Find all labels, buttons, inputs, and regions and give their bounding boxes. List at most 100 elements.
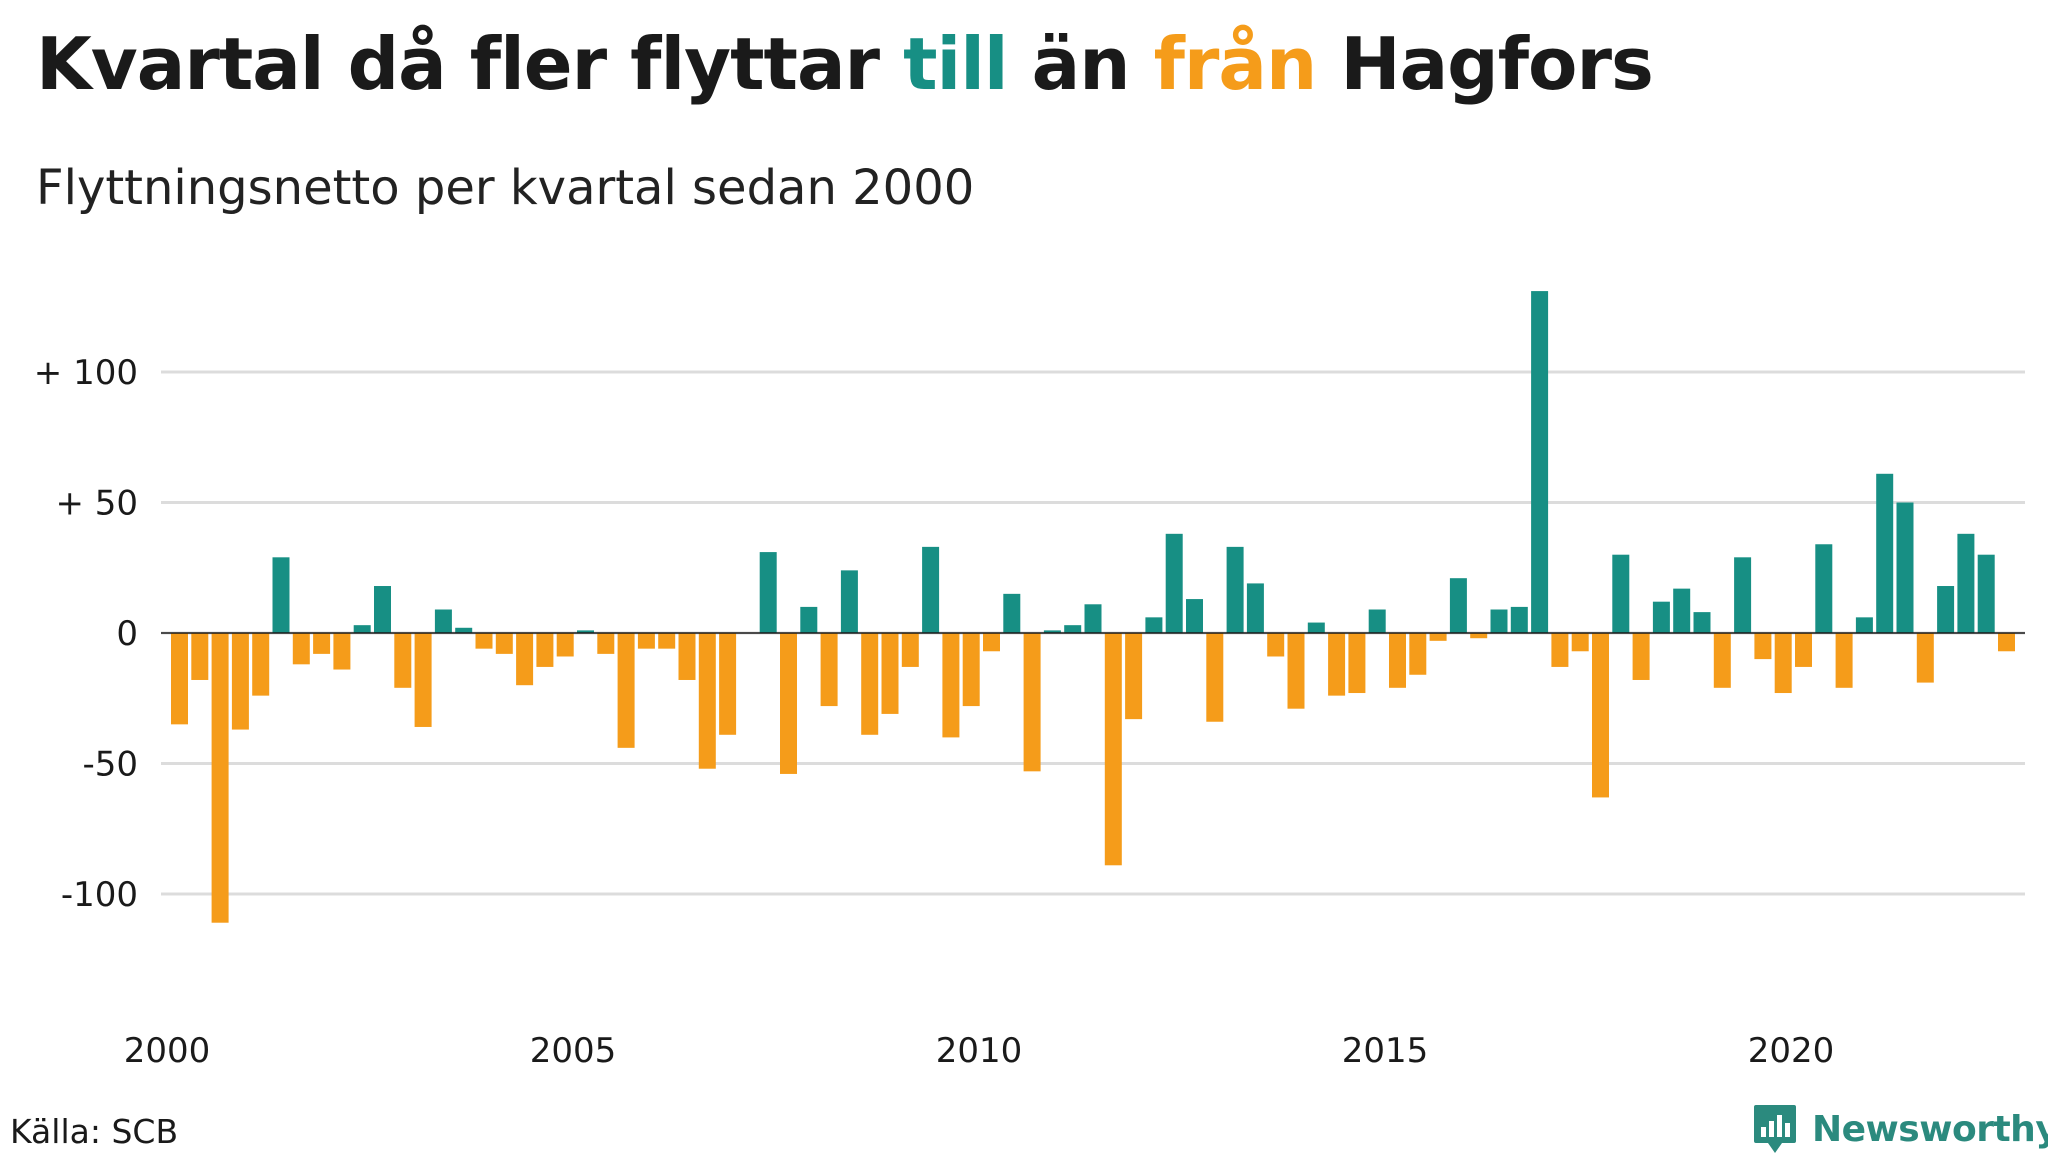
- x-tick-label: 2000: [124, 1031, 211, 1071]
- bar-2007Q4: [800, 606, 818, 633]
- bar-2003Q1: [414, 633, 432, 727]
- x-axis-tick-labels: 2000 2005 2010 2015 2020: [124, 1031, 1835, 1071]
- bar-2016Q2: [1490, 609, 1508, 633]
- bar-2019Q1: [1713, 633, 1731, 688]
- bar-2017Q4: [1612, 554, 1630, 633]
- bar-2017Q2: [1571, 633, 1589, 652]
- bar-2020Q3: [1835, 633, 1853, 688]
- bar-2012Q1: [1145, 617, 1163, 633]
- y-tick-label: + 50: [55, 484, 138, 524]
- bar-2001Q3: [292, 633, 310, 665]
- bar-2014Q3: [1348, 633, 1366, 694]
- bar-2020Q4: [1855, 617, 1873, 633]
- bar-2007Q2: [759, 552, 777, 633]
- bar-2005Q4: [637, 633, 655, 649]
- bar-2016Q1: [1470, 633, 1488, 639]
- bar-2004Q2: [516, 633, 534, 686]
- bar-2006Q1: [658, 633, 676, 649]
- bar-2008Q3: [861, 633, 879, 735]
- bar-2013Q1: [1226, 546, 1244, 633]
- bar-2001Q4: [313, 633, 331, 654]
- bar-2011Q3: [1104, 633, 1122, 866]
- bar-2002Q4: [394, 633, 412, 688]
- bar-2017Q1: [1551, 633, 1569, 667]
- bar-2016Q3: [1510, 606, 1528, 633]
- bar-2004Q4: [556, 633, 574, 657]
- bar-2001Q1: [252, 633, 270, 696]
- bar-2006Q2: [678, 633, 696, 680]
- bar-2006Q4: [719, 633, 737, 735]
- x-tick-label: 2020: [1748, 1031, 1835, 1071]
- y-tick-label: + 100: [34, 353, 138, 393]
- x-tick-label: 2005: [530, 1031, 617, 1071]
- title-word-till: till: [903, 22, 1008, 106]
- title-part-3: Hagfors: [1316, 22, 1654, 106]
- bar-2015Q4: [1449, 578, 1467, 633]
- bar-2019Q2: [1734, 557, 1752, 633]
- bar-2006Q3: [698, 633, 716, 769]
- newsworthy-logo: Newsworthy: [1752, 1098, 2048, 1160]
- newsworthy-chart-icon: [1754, 1105, 1796, 1153]
- bar-2018Q3: [1673, 588, 1691, 633]
- bar-2022Q1: [1957, 533, 1975, 633]
- bar-2019Q4: [1774, 633, 1792, 694]
- chart-title: Kvartal då fler flyttar till än från Hag…: [36, 22, 1654, 106]
- bar-2008Q2: [840, 570, 858, 633]
- bar-2000Q3: [211, 633, 229, 923]
- bar-2013Q4: [1287, 633, 1305, 709]
- bar-2011Q1: [1064, 625, 1082, 633]
- y-axis-tick-labels: + 100 + 50 0 -50 -100: [34, 353, 138, 915]
- bar-2018Q4: [1693, 612, 1711, 633]
- bars: [161, 291, 2025, 923]
- title-part-1: Kvartal då fler flyttar: [36, 22, 904, 106]
- bar-2014Q2: [1328, 633, 1346, 696]
- bar-2011Q4: [1125, 633, 1143, 720]
- bar-2017Q3: [1592, 633, 1609, 798]
- bar-2005Q2: [597, 633, 615, 654]
- bar-2009Q2: [922, 546, 940, 633]
- bar-2015Q1: [1389, 633, 1406, 688]
- bar-2002Q1: [333, 633, 351, 670]
- bar-2021Q3: [1916, 633, 1934, 683]
- bar-2019Q3: [1754, 633, 1772, 660]
- bar-2002Q2: [353, 625, 371, 633]
- bar-2014Q1: [1307, 622, 1325, 633]
- bar-2009Q4: [962, 633, 980, 707]
- bar-2021Q4: [1937, 586, 1955, 633]
- y-tick-label: 0: [116, 614, 138, 654]
- bar-2003Q3: [455, 627, 473, 633]
- bar-2021Q1: [1876, 473, 1894, 633]
- bar-2003Q4: [475, 633, 493, 649]
- chart-subtitle: Flyttningsnetto per kvartal sedan 2000: [36, 160, 975, 216]
- bar-2012Q4: [1206, 633, 1224, 722]
- bar-2000Q4: [231, 633, 249, 730]
- bar-2010Q1: [983, 633, 1000, 652]
- bar-2022Q2: [1977, 554, 1995, 633]
- y-tick-label: -100: [61, 875, 138, 915]
- bar-2005Q3: [617, 633, 635, 748]
- bar-2022Q3: [1998, 633, 2015, 652]
- bar-2015Q2: [1409, 633, 1427, 675]
- x-tick-label: 2010: [936, 1031, 1023, 1071]
- bar-2005Q1: [577, 630, 594, 633]
- bar-2020Q1: [1795, 633, 1812, 667]
- bar-2002Q3: [374, 586, 391, 633]
- bar-2020Q2: [1815, 544, 1833, 633]
- bar-2012Q3: [1186, 599, 1203, 633]
- bar-2011Q2: [1084, 604, 1102, 633]
- bar-chart: + 100 + 50 0 -50 -100 2000 2005 2010 2015 2020: [34, 291, 2025, 1071]
- bar-2000Q1: [171, 633, 188, 725]
- bar-2014Q4: [1368, 609, 1386, 633]
- bar-2012Q2: [1165, 533, 1183, 633]
- title-part-2: än: [1007, 22, 1154, 106]
- bar-2008Q1: [820, 633, 838, 707]
- bar-2018Q1: [1632, 633, 1650, 680]
- x-tick-label: 2015: [1342, 1031, 1429, 1071]
- bar-2008Q4: [881, 633, 899, 714]
- bar-2018Q2: [1652, 601, 1670, 633]
- title-word-fran: från: [1153, 22, 1318, 106]
- bar-2003Q2: [434, 609, 452, 633]
- bar-2015Q3: [1429, 633, 1447, 641]
- bar-2010Q3: [1023, 633, 1041, 772]
- bar-2001Q2: [272, 557, 290, 633]
